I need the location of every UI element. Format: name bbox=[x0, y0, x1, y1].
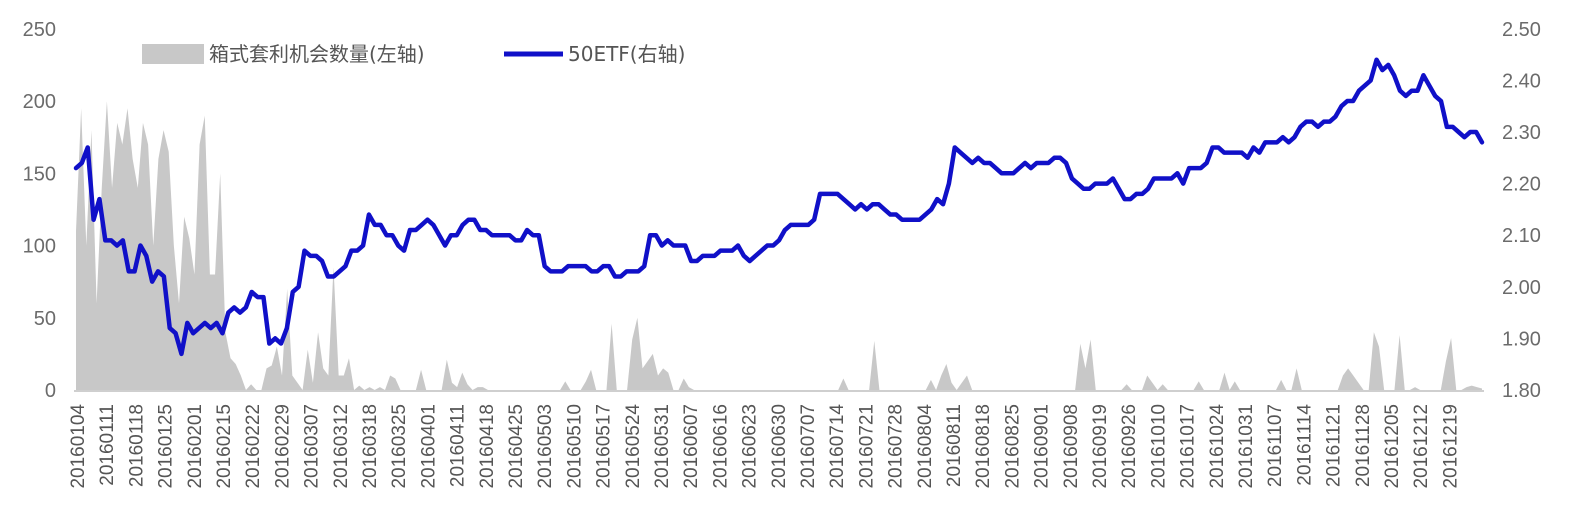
x-tick-label: 20160721 bbox=[856, 404, 877, 489]
x-tick-label: 20161017 bbox=[1178, 404, 1199, 489]
x-tick-label: 20160818 bbox=[973, 404, 994, 489]
right-y-axis: 1.80 1.90 2.00 2.10 2.20 2.30 2.40 2.50 bbox=[1502, 19, 1541, 402]
x-tick-label: 20161107 bbox=[1265, 404, 1286, 487]
y-left-tick-label: 0 bbox=[45, 380, 56, 402]
line-series-50etf bbox=[73, 57, 1485, 357]
x-tick-label: 20160517 bbox=[594, 404, 615, 489]
x-tick-label: 20161114 bbox=[1294, 404, 1315, 486]
y-right-tick-label: 1.80 bbox=[1502, 380, 1541, 402]
x-tick-label: 20160118 bbox=[126, 404, 147, 487]
x-tick-label: 20161024 bbox=[1207, 404, 1228, 489]
y-left-tick-label: 100 bbox=[23, 236, 56, 258]
x-tick-label: 20160222 bbox=[243, 404, 264, 489]
x-tick-label: 20160901 bbox=[1032, 404, 1053, 489]
x-tick-label: 20160229 bbox=[272, 404, 293, 489]
x-axis-ticks: 20160104 20160111 20160118 20160125 20160201… bbox=[68, 404, 1461, 489]
x-tick-label: 20160201 bbox=[185, 404, 206, 489]
x-tick-label: 20160811 bbox=[944, 404, 965, 487]
x-tick-label: 20160418 bbox=[477, 404, 498, 489]
x-tick-label: 20161212 bbox=[1411, 404, 1432, 489]
x-tick-label: 20160312 bbox=[331, 404, 352, 489]
y-left-tick-label: 150 bbox=[23, 163, 56, 185]
x-tick-label: 20160630 bbox=[769, 404, 790, 489]
x-tick-label: 20160607 bbox=[681, 404, 702, 489]
y-right-tick-label: 2.40 bbox=[1502, 70, 1541, 92]
y-left-tick-label: 200 bbox=[23, 91, 56, 113]
left-y-axis: 0 50 100 150 200 250 bbox=[23, 19, 56, 402]
x-tick-label: 20160804 bbox=[915, 404, 936, 489]
x-tick-label: 20160825 bbox=[1002, 404, 1023, 489]
x-tick-label: 20161010 bbox=[1148, 404, 1169, 489]
x-tick-label: 20161205 bbox=[1382, 404, 1403, 489]
x-tick-label: 20160401 bbox=[418, 404, 439, 489]
x-tick-label: 20161219 bbox=[1440, 404, 1461, 489]
x-tick-label: 20160215 bbox=[214, 404, 235, 489]
y-right-tick-label: 2.30 bbox=[1502, 122, 1541, 144]
x-tick-label: 20160714 bbox=[827, 404, 848, 489]
x-tick-label: 20161128 bbox=[1353, 404, 1374, 487]
x-tick-label: 20160411 bbox=[448, 404, 469, 487]
legend-label-line: 50ETF(右轴) bbox=[568, 42, 685, 66]
x-tick-label: 20160908 bbox=[1061, 404, 1082, 489]
x-tick-label: 20160616 bbox=[710, 404, 731, 489]
x-tick-label: 20160325 bbox=[389, 404, 410, 489]
y-right-tick-label: 2.20 bbox=[1502, 174, 1541, 196]
legend-swatch-area bbox=[142, 44, 204, 64]
legend: 箱式套利机会数量(左轴) 50ETF(右轴) bbox=[142, 42, 685, 66]
x-tick-label: 20160318 bbox=[360, 404, 381, 489]
x-tick-label: 20160524 bbox=[623, 404, 644, 489]
x-tick-label: 20160111 bbox=[97, 404, 118, 486]
x-tick-label: 20160425 bbox=[506, 404, 527, 489]
area-series-box-arbitrage-count bbox=[76, 101, 1482, 390]
area-series-layer bbox=[76, 101, 1482, 390]
x-tick-label: 20160307 bbox=[302, 404, 323, 489]
x-tick-label: 20160125 bbox=[156, 404, 177, 489]
line-series-layer bbox=[73, 57, 1485, 357]
x-tick-label: 20160919 bbox=[1090, 404, 1111, 489]
y-right-tick-label: 1.90 bbox=[1502, 328, 1541, 350]
y-left-tick-label: 250 bbox=[23, 19, 56, 41]
y-left-tick-label: 50 bbox=[34, 308, 56, 330]
x-tick-label: 20160503 bbox=[535, 404, 556, 489]
x-tick-label: 20160510 bbox=[564, 404, 585, 489]
legend-label-area: 箱式套利机会数量(左轴) bbox=[209, 42, 425, 66]
x-tick-label: 20161031 bbox=[1236, 404, 1257, 489]
x-tick-label: 20160926 bbox=[1119, 404, 1140, 489]
x-tick-label: 20160531 bbox=[652, 404, 673, 489]
x-tick-label: 20160728 bbox=[886, 404, 907, 489]
y-right-tick-label: 2.50 bbox=[1502, 19, 1541, 41]
x-tick-label: 20160623 bbox=[740, 404, 761, 489]
y-right-tick-label: 2.10 bbox=[1502, 225, 1541, 247]
x-tick-label: 20161121 bbox=[1324, 404, 1345, 487]
x-tick-label: 20160104 bbox=[68, 404, 89, 489]
x-tick-label: 20160707 bbox=[798, 404, 819, 489]
y-right-tick-label: 2.00 bbox=[1502, 277, 1541, 299]
